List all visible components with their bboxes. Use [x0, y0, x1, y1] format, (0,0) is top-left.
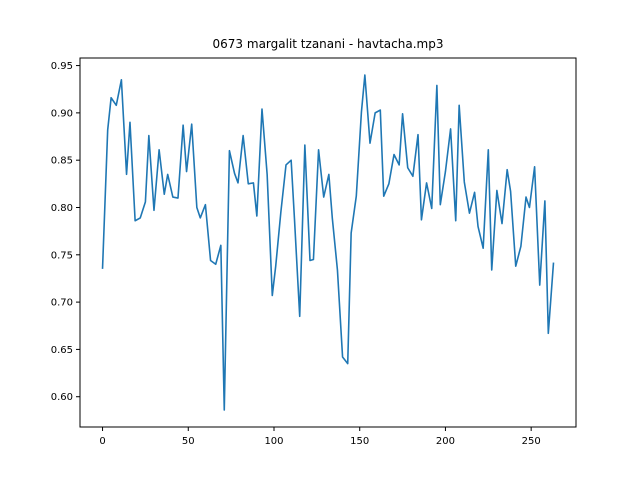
plot-frame [79, 57, 577, 428]
x-tick-label: 100 [264, 436, 283, 447]
y-tick-label: 0.65 [51, 345, 73, 356]
x-tick-label: 250 [522, 436, 541, 447]
x-tick-label: 50 [182, 436, 195, 447]
chart-title: 0673 margalit tzanani - havtacha.mp3 [213, 37, 444, 51]
y-tick-label: 0.90 [51, 108, 73, 119]
x-tick-label: 200 [436, 436, 455, 447]
y-tick-label: 0.85 [51, 156, 73, 167]
x-tick-label: 150 [350, 436, 369, 447]
y-tick-label: 0.70 [51, 298, 73, 309]
series-line-0 [101, 74, 555, 411]
y-tick-label: 0.95 [51, 61, 73, 72]
x-axis-ticks: 0 50 100 150 200 250 [99, 427, 541, 447]
series-layer [101, 74, 555, 411]
y-axis-ticks: 0.60 0.65 0.70 0.75 0.80 0.85 0.90 0.95 [51, 61, 80, 403]
y-tick-label: 0.80 [51, 203, 73, 214]
y-tick-label: 0.75 [51, 250, 73, 261]
x-tick-label: 0 [99, 436, 105, 447]
y-tick-label: 0.60 [51, 392, 73, 403]
